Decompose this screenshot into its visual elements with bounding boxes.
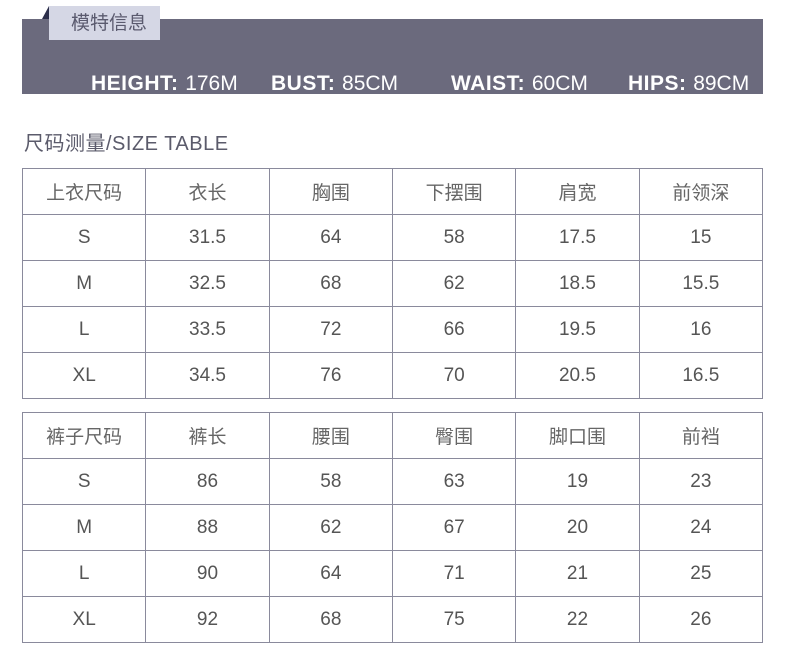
column-header: 前裆: [638, 412, 764, 459]
table-cell: 22: [515, 596, 640, 643]
table-cell: 26: [638, 596, 764, 643]
pants-size-table: 裤子尺码 裤长 腰围 臀围 脚口围 前裆 S 86 58 63 19 23 M 88 62 67 20 24 L 90…: [21, 412, 764, 643]
table-cell: S: [21, 214, 147, 261]
table-row: M 32.5 68 62 18.5 15.5: [21, 260, 764, 307]
table-cell: 25: [638, 550, 764, 597]
column-header: 腰围: [268, 412, 393, 459]
table-cell: 32.5: [145, 260, 270, 307]
table-cell: M: [21, 504, 147, 551]
table-cell: 58: [268, 458, 393, 505]
table-cell: 64: [268, 550, 393, 597]
column-header: 前领深: [638, 168, 764, 215]
table-cell: 92: [145, 596, 270, 643]
model-info-label: 模特信息: [49, 6, 160, 40]
table-cell: XL: [21, 596, 147, 643]
table-cell: 15: [638, 214, 764, 261]
column-header: 上衣尺码: [21, 168, 147, 215]
table-row: S 31.5 64 58 17.5 15: [21, 214, 764, 261]
column-header: 胸围: [268, 168, 393, 215]
column-header: 脚口围: [515, 412, 640, 459]
table-cell: 64: [268, 214, 393, 261]
table-cell: M: [21, 260, 147, 307]
table-cell: 86: [145, 458, 270, 505]
size-table-title: 尺码测量/SIZE TABLE: [24, 133, 229, 155]
table-cell: 58: [391, 214, 517, 261]
table-cell: 75: [391, 596, 517, 643]
corner-triangle: [42, 6, 49, 19]
table-cell: 70: [391, 352, 517, 399]
stat-hips: HIPS: 89CM: [628, 72, 750, 95]
table-cell: 19: [515, 458, 640, 505]
table-cell: 21: [515, 550, 640, 597]
table-cell: 23: [638, 458, 764, 505]
table-cell: XL: [21, 352, 147, 399]
table-cell: 15.5: [638, 260, 764, 307]
table-cell: L: [21, 550, 147, 597]
table-row: M 88 62 67 20 24: [21, 504, 764, 551]
table-cell: S: [21, 458, 147, 505]
table-cell: 16: [638, 306, 764, 353]
header-row: 上衣尺码 衣长 胸围 下摆围 肩宽 前领深: [21, 168, 764, 215]
table-cell: 31.5: [145, 214, 270, 261]
column-header: 裤长: [145, 412, 270, 459]
table-cell: 16.5: [638, 352, 764, 399]
table-cell: 67: [391, 504, 517, 551]
table-cell: 88: [145, 504, 270, 551]
table-cell: 34.5: [145, 352, 270, 399]
table-cell: 19.5: [515, 306, 640, 353]
table-cell: 66: [391, 306, 517, 353]
table-cell: 68: [268, 260, 393, 307]
top-size-table: 上衣尺码 衣长 胸围 下摆围 肩宽 前领深 S 31.5 64 58 17.5 15 M 32.5 68 62…: [21, 168, 764, 399]
model-info-banner: HEIGHT: 176M BUST: 85CM WAIST: 60CM HIPS…: [22, 19, 763, 95]
table-row: L 33.5 72 66 19.5 16: [21, 306, 764, 353]
column-header: 下摆围: [391, 168, 517, 215]
table-cell: 72: [268, 306, 393, 353]
table-cell: 68: [268, 596, 393, 643]
table-row: L 90 64 71 21 25: [21, 550, 764, 597]
table-cell: 71: [391, 550, 517, 597]
table-cell: 24: [638, 504, 764, 551]
table-cell: 76: [268, 352, 393, 399]
table-row: XL 92 68 75 22 26: [21, 596, 764, 643]
table-cell: 20: [515, 504, 640, 551]
column-header: 肩宽: [515, 168, 640, 215]
table-cell: 62: [268, 504, 393, 551]
table-row: XL 34.5 76 70 20.5 16.5: [21, 352, 764, 399]
table-cell: 18.5: [515, 260, 640, 307]
column-header: 臀围: [391, 412, 517, 459]
stat-height: HEIGHT: 176M: [91, 72, 238, 95]
stat-bust: BUST: 85CM: [271, 72, 399, 95]
table-cell: 63: [391, 458, 517, 505]
table-cell: 62: [391, 260, 517, 307]
table-row: S 86 58 63 19 23: [21, 458, 764, 505]
header-row: 裤子尺码 裤长 腰围 臀围 脚口围 前裆: [21, 412, 764, 459]
table-cell: 33.5: [145, 306, 270, 353]
table-cell: 90: [145, 550, 270, 597]
table-cell: 20.5: [515, 352, 640, 399]
column-header: 裤子尺码: [21, 412, 147, 459]
stat-waist: WAIST: 60CM: [451, 72, 588, 95]
table-cell: L: [21, 306, 147, 353]
model-stats: HEIGHT: 176M BUST: 85CM WAIST: 60CM HIPS…: [44, 71, 785, 101]
column-header: 衣长: [145, 168, 270, 215]
table-cell: 17.5: [515, 214, 640, 261]
